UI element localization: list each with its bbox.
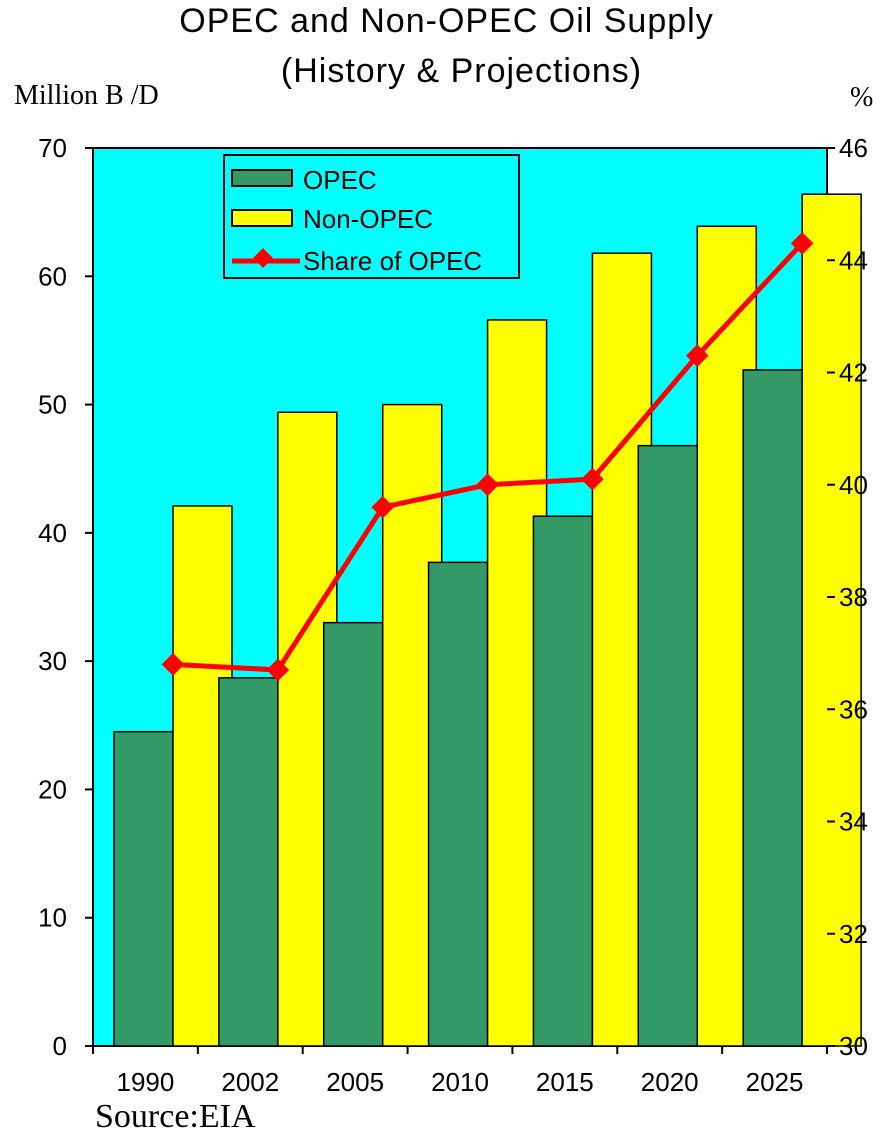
legend-label-share: Share of OPEC <box>303 246 482 276</box>
right-tick-label: 36 <box>839 694 868 724</box>
chart-subtitle: (History & Projections) <box>280 52 643 90</box>
x-tick-label-2010: 2010 <box>431 1067 489 1097</box>
axes-group: 0 10 20 30 40 50 60 70 30 32 34 36 38 40 42 44 46 1990 200… <box>38 133 868 1097</box>
right-tick-label: 44 <box>839 245 868 275</box>
share-point-2020 <box>685 344 709 367</box>
bar-non-opec-2025 <box>801 193 862 1047</box>
left-tick-label: 40 <box>38 518 67 548</box>
legend-swatch-opec <box>231 169 293 187</box>
x-tick-label-1990: 1990 <box>117 1067 175 1097</box>
left-tick-label: 0 <box>53 1031 67 1061</box>
legend-label-non-opec: Non-OPEC <box>303 204 433 234</box>
bar-opec-1990 <box>113 730 174 1047</box>
share-point-2015 <box>581 467 604 491</box>
left-tick-label: 50 <box>38 390 67 420</box>
chart-title: OPEC and Non-OPEC Oil Supply <box>179 2 714 40</box>
share-point-2005 <box>371 495 395 519</box>
right-tick-label: 46 <box>839 133 868 163</box>
x-tick-label-2005: 2005 <box>326 1067 384 1097</box>
x-tick-label-2015: 2015 <box>536 1067 594 1097</box>
left-tick-label: 10 <box>38 903 67 933</box>
legend-swatch-share-marker <box>253 248 273 268</box>
left-tick-label: 70 <box>38 133 67 163</box>
x-tick-label-2002: 2002 <box>221 1067 279 1097</box>
bar-opec-2005 <box>322 621 384 1047</box>
right-tick-label: 38 <box>839 582 868 612</box>
bars-group <box>113 193 862 1047</box>
x-tick-label-2025: 2025 <box>746 1067 804 1097</box>
legend-label-opec: OPEC <box>303 165 377 195</box>
source-note: Source:EIA <box>95 1098 256 1135</box>
bar-opec-2020 <box>637 444 699 1047</box>
bar-opec-2025 <box>742 369 803 1047</box>
x-tick-label-2020: 2020 <box>641 1067 699 1097</box>
bar-opec-2002 <box>218 677 279 1047</box>
bar-opec-2015 <box>532 515 594 1047</box>
left-axis-unit: Million B /D <box>14 80 159 111</box>
right-axis-unit: % <box>850 82 874 113</box>
right-tick-label: 32 <box>839 919 868 949</box>
left-tick-label: 30 <box>38 646 67 676</box>
right-tick-label: 42 <box>839 358 868 388</box>
bar-opec-2010 <box>427 561 489 1047</box>
right-tick-label: 40 <box>839 470 868 500</box>
left-tick-label: 60 <box>38 261 67 291</box>
share-point-2010 <box>476 473 499 497</box>
left-tick-label: 20 <box>38 774 67 804</box>
legend-swatch-non-opec <box>231 209 293 227</box>
legend: OPEC Non-OPEC Share of OPEC <box>223 154 520 279</box>
right-tick-label: 30 <box>839 1031 868 1061</box>
share-point-2002 <box>266 658 290 682</box>
right-tick-label: 34 <box>839 807 868 837</box>
